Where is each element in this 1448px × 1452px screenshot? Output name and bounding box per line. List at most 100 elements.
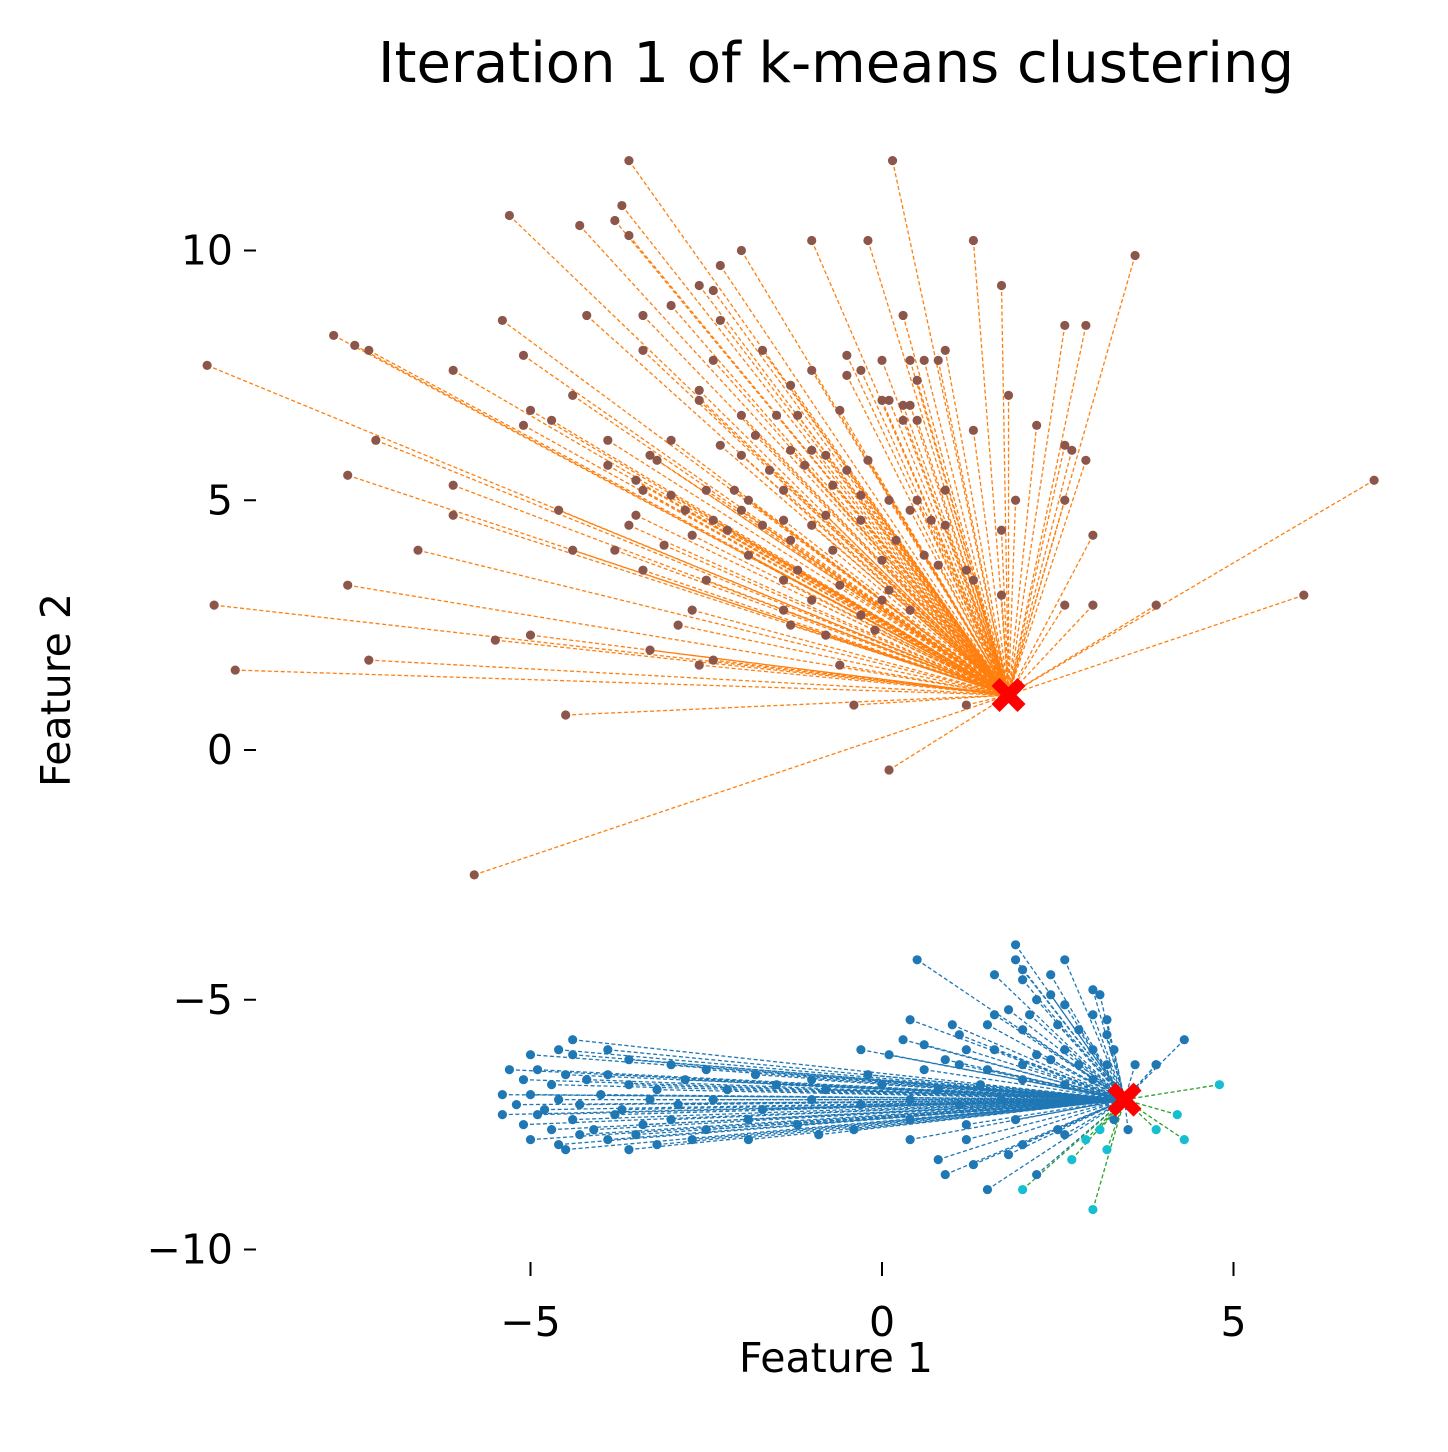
data-point — [778, 605, 789, 615]
distance-line — [235, 669, 1009, 696]
data-point — [1102, 1030, 1112, 1040]
data-point — [546, 415, 557, 425]
data-point — [982, 1184, 993, 1195]
distance-line — [565, 694, 1009, 716]
data-point — [708, 515, 718, 525]
data-point — [898, 310, 908, 321]
distance-line — [902, 405, 1010, 696]
data-point — [1046, 1055, 1056, 1065]
data-point — [511, 1100, 522, 1110]
distance-line — [916, 380, 1010, 696]
data-point — [715, 440, 725, 450]
distance-line — [1022, 1064, 1125, 1101]
data-point — [933, 560, 943, 570]
data-point — [497, 1090, 507, 1100]
distance-line — [888, 400, 1010, 696]
data-point — [1088, 1204, 1098, 1215]
distance-line — [811, 370, 1010, 696]
data-point — [954, 1030, 964, 1040]
distance-line — [1092, 1014, 1126, 1100]
data-point — [624, 230, 634, 241]
data-point — [849, 700, 859, 710]
distance-line — [966, 1099, 1125, 1126]
distance-line — [572, 1099, 1125, 1121]
distance-line — [628, 524, 1009, 696]
distance-line — [1064, 1099, 1125, 1136]
distance-line — [860, 370, 1010, 696]
data-point — [821, 1085, 831, 1095]
data-point — [842, 350, 852, 360]
data-point — [1053, 1125, 1063, 1135]
data-point — [532, 1065, 543, 1075]
data-point — [1010, 495, 1021, 505]
data-point — [912, 375, 922, 385]
data-point — [722, 1085, 732, 1095]
x-tick-label: 0 — [869, 1298, 895, 1346]
distance-line — [923, 554, 1010, 696]
data-point — [905, 1115, 915, 1125]
distance-line — [586, 314, 1009, 696]
data-point — [575, 220, 585, 231]
data-point — [624, 1145, 634, 1155]
distance-line — [1008, 1099, 1125, 1156]
data-point — [603, 1045, 613, 1055]
distance-line — [1008, 604, 1157, 696]
data-point — [989, 1045, 1000, 1055]
data-point — [982, 1020, 993, 1030]
data-point — [835, 405, 845, 415]
distance-line — [1007, 534, 1094, 696]
distance-line — [867, 1074, 1125, 1101]
distance-line — [706, 1069, 1125, 1101]
data-point — [554, 1140, 564, 1150]
data-point — [842, 370, 852, 380]
distance-line — [987, 1099, 1125, 1191]
data-point — [1102, 1145, 1112, 1155]
data-point — [413, 545, 423, 555]
distance-line — [1124, 1039, 1185, 1101]
distance-line — [642, 569, 1009, 696]
data-point — [828, 545, 838, 555]
data-point — [525, 1050, 536, 1060]
distance-line — [860, 1099, 1125, 1106]
distance-line — [516, 1099, 1125, 1106]
data-point — [722, 525, 732, 535]
data-point — [947, 1020, 957, 1030]
distance-line — [916, 420, 1010, 696]
y-tick-label: 10 — [181, 227, 233, 275]
distance-line — [642, 1099, 1125, 1126]
distance-line — [952, 1024, 1125, 1101]
distance-line — [769, 469, 1009, 696]
distance-line — [923, 360, 1010, 696]
data-point — [364, 345, 374, 355]
distance-line — [980, 1084, 1125, 1101]
distance-line — [966, 1049, 1125, 1101]
data-point — [638, 485, 648, 495]
y-axis-label: Feature 2 — [32, 593, 80, 787]
data-point — [582, 310, 592, 321]
data-point — [884, 1050, 894, 1060]
distance-line — [417, 549, 1009, 696]
data-point — [1151, 1060, 1161, 1070]
distance-line — [902, 420, 1010, 696]
distance-line — [572, 394, 1009, 696]
distance-line — [994, 1049, 1125, 1101]
distance-line — [692, 609, 1009, 696]
distance-line — [860, 519, 1010, 696]
data-point — [539, 1105, 550, 1115]
distance-line — [916, 499, 1010, 696]
data-point — [518, 1120, 529, 1130]
data-point — [736, 410, 747, 420]
x-axis-label: Feature 1 — [739, 1334, 933, 1382]
data-point — [1032, 1169, 1042, 1180]
data-point — [821, 630, 831, 640]
distance-line — [501, 319, 1009, 696]
data-point — [1081, 320, 1091, 331]
data-point — [518, 350, 529, 360]
data-point — [1010, 955, 1021, 965]
data-point — [877, 1080, 887, 1090]
data-point — [525, 1090, 536, 1100]
data-point — [870, 625, 880, 635]
data-point — [778, 515, 789, 525]
distance-line — [347, 584, 1009, 696]
data-point — [603, 435, 613, 445]
